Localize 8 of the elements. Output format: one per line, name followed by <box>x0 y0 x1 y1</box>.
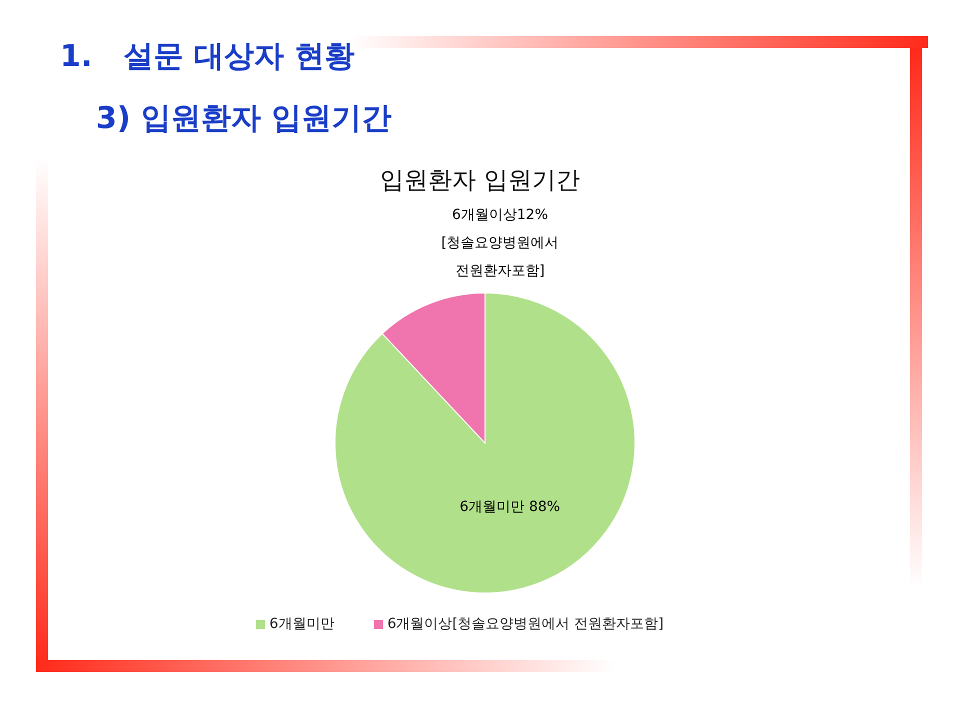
text: 1. 설문 대상자 현황 <box>60 38 354 76</box>
text: 3) 입원환자 입원기간 <box>96 100 392 138</box>
legend-label: 6개월이상[청솔요양병원에서 전원환자포함] <box>387 616 664 632</box>
pie-slice <box>334 292 636 594</box>
data-label: 6개월미만 88% <box>460 498 560 515</box>
data-label: 6개월이상12% [청솔요양병원에서 전원환자포함] <box>441 207 559 279</box>
legend-label: 6개월미만 <box>269 616 334 632</box>
chart-title: 입원환자 입원기간 <box>379 165 581 196</box>
